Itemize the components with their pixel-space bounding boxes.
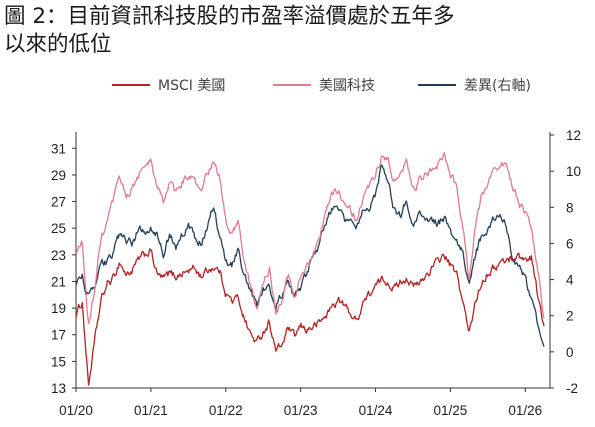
- x-tick-label: 01/20: [59, 403, 93, 418]
- left-y-tick-label: 31: [51, 141, 66, 156]
- legend-item-msci-us: MSCI 美國: [112, 74, 225, 96]
- right-y-tick-label: 2: [566, 309, 574, 324]
- x-tick-label: 01/26: [508, 403, 542, 418]
- legend-swatch-msci-us: [112, 84, 150, 86]
- left-y-tick-label: 27: [51, 195, 66, 210]
- right-y-tick-label: 8: [566, 200, 574, 215]
- legend-label-difference: 差異(右軸): [464, 78, 531, 94]
- right-y-tick-label: 12: [566, 128, 581, 143]
- legend-swatch-us-tech: [273, 84, 311, 86]
- legend-label-msci-us: MSCI 美國: [158, 78, 226, 94]
- left-y-tick-label: 17: [51, 328, 66, 343]
- axes-layer: [72, 132, 554, 392]
- chart-title-line-1: 圖 2：目前資訊科技股的市盈率溢價處於五年多: [4, 4, 455, 29]
- left-y-tick-label: 21: [51, 274, 66, 289]
- series-line-msci-us: [75, 248, 545, 386]
- chart-legend: MSCI 美國 美國科技 差異(右軸): [0, 74, 595, 96]
- left-y-tick-label: 19: [51, 301, 66, 316]
- right-y-tick-label: 10: [566, 164, 581, 179]
- x-tick-label: 01/24: [359, 403, 393, 418]
- right-y-tick-label: 6: [566, 236, 574, 251]
- x-tick-label: 01/22: [209, 403, 243, 418]
- tick-labels-layer: 13 15 17 19 21 23 25 27 29 31 -2 0 2 4 6 8 10 12 01/20 01/2…: [51, 128, 581, 418]
- x-tick-label: 01/21: [134, 403, 168, 418]
- right-y-tick-label: 0: [566, 345, 574, 360]
- legend-label-us-tech: 美國科技: [319, 78, 375, 94]
- chart-title-line-2: 以來的低位: [4, 32, 112, 57]
- left-y-tick-label: 29: [51, 168, 66, 183]
- legend-item-difference: 差異(右軸): [418, 74, 531, 96]
- legend-item-us-tech: 美國科技: [273, 74, 375, 96]
- x-tick-label: 01/23: [284, 403, 318, 418]
- right-y-tick-label: 4: [566, 273, 574, 288]
- left-y-tick-label: 25: [51, 221, 66, 236]
- left-y-tick-label: 15: [51, 354, 66, 369]
- x-tick-label: 01/25: [434, 403, 468, 418]
- left-y-tick-label: 23: [51, 248, 66, 263]
- chart-title: 圖 2：目前資訊科技股的市盈率溢價處於五年多 以來的低位: [4, 3, 589, 59]
- series-layer: [75, 151, 545, 386]
- right-y-tick-label: -2: [566, 381, 578, 396]
- legend-swatch-difference: [418, 84, 456, 86]
- series-line-us-tech: [75, 151, 545, 325]
- left-y-tick-label: 13: [51, 381, 66, 396]
